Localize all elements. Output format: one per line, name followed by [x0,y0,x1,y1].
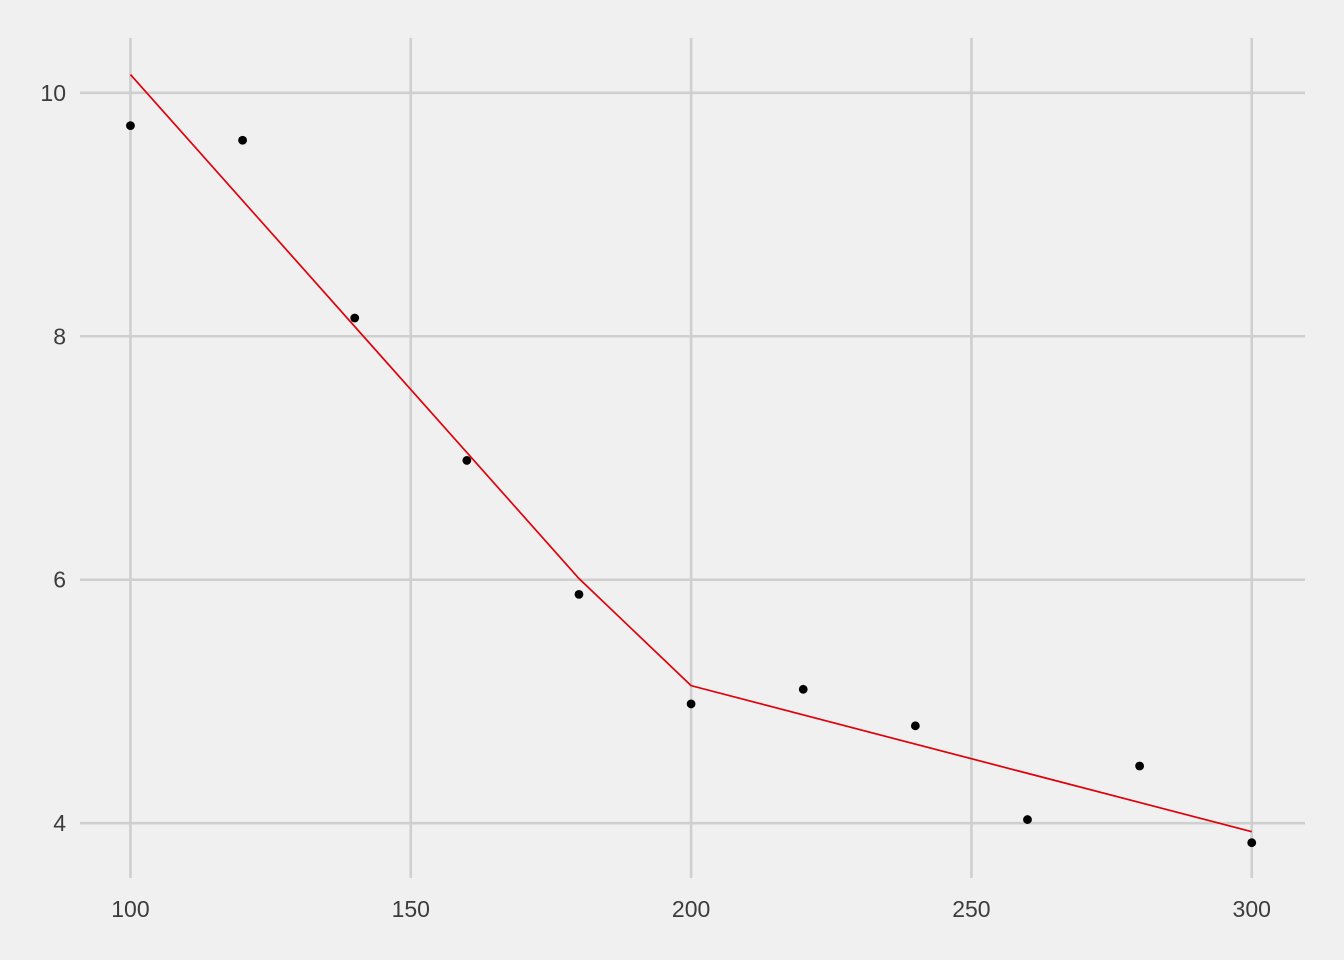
data-point [126,121,135,131]
data-point [1135,761,1145,771]
x-tick-label: 300 [1233,896,1271,922]
data-point [1023,815,1032,824]
data-point [462,456,472,465]
data-points-layer [126,121,1257,848]
x-tick-label: 200 [672,896,710,922]
data-point [350,313,360,323]
fitted-line-layer [129,73,1252,833]
data-point [910,721,920,731]
y-tick-label: 10 [40,80,66,106]
data-point [574,589,584,599]
x-tick-label: 250 [952,896,990,922]
y-tick-label: 6 [53,567,66,593]
fitted-line [129,73,1252,833]
y-gridlines [80,91,1305,825]
x-tick-label: 100 [111,896,149,922]
x-axis-tick-labels: 100 150 200 250 300 [111,896,1271,922]
y-tick-label: 4 [53,810,66,836]
x-tick-label: 150 [392,896,430,922]
data-point [238,135,247,145]
data-point [798,684,808,694]
data-point [1247,838,1257,848]
y-tick-label: 8 [53,323,66,349]
y-axis-tick-labels: 4 6 8 10 [40,80,66,836]
data-point [686,699,696,709]
x-gridlines [129,38,1254,878]
